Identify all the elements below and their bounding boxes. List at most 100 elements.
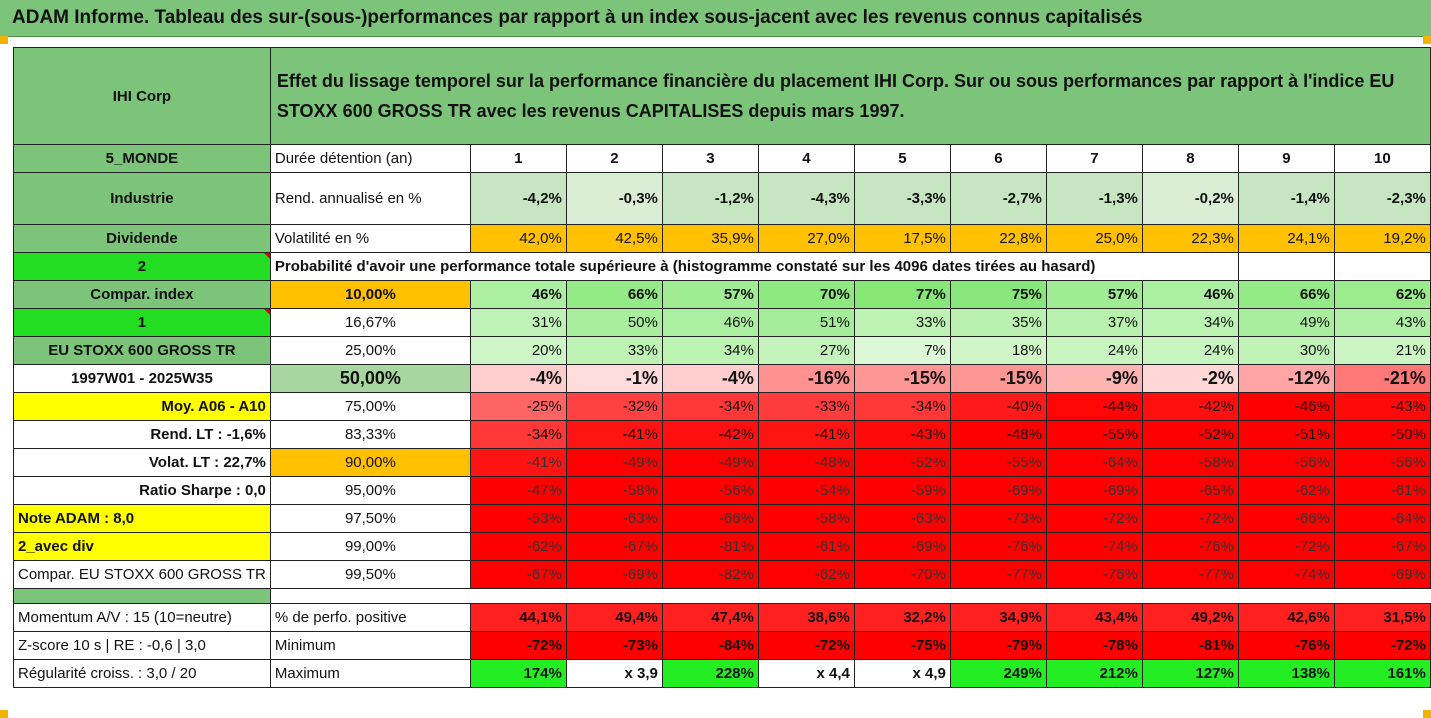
quantile-cell: -54%: [757, 476, 855, 505]
minimum-cell: -81%: [1141, 631, 1239, 660]
quantile-label: 25,00%: [269, 336, 471, 365]
quantile-cell: -50%: [1333, 420, 1431, 449]
quantile-cell: -67%: [469, 560, 567, 589]
quantile-cell: 34%: [661, 336, 759, 365]
quantile-cell: 31%: [469, 308, 567, 337]
quantile-cell: 30%: [1237, 336, 1335, 365]
quantile-cell: -15%: [853, 364, 951, 393]
quantile-cell: -51%: [1237, 420, 1335, 449]
quantile-cell: 33%: [853, 308, 951, 337]
positive-cell: 49,2%: [1141, 603, 1239, 632]
quantile-cell: -72%: [1141, 504, 1239, 533]
quantile-cell: -46%: [1237, 392, 1335, 421]
company-name: IHI Corp: [13, 47, 271, 145]
year-header: 5: [853, 144, 951, 173]
minimum-cell: -84%: [661, 631, 759, 660]
quantile-cell: -49%: [661, 448, 759, 477]
quantile-cell: 24%: [1141, 336, 1239, 365]
positive-cell: 31,5%: [1333, 603, 1431, 632]
quantile-cell: -43%: [1333, 392, 1431, 421]
quantile-cell: -56%: [661, 476, 759, 505]
corner-marker: [0, 710, 8, 718]
minimum-cell: -75%: [853, 631, 951, 660]
quantile-cell: 21%: [1333, 336, 1431, 365]
quantile-cell: -72%: [1237, 532, 1335, 561]
quantile-cell: -34%: [469, 420, 567, 449]
year-header: 6: [949, 144, 1047, 173]
quantile-cell: 7%: [853, 336, 951, 365]
quantile-cell: -76%: [1141, 532, 1239, 561]
quantile-cell: -82%: [661, 560, 759, 589]
quantile-cell: -12%: [1237, 364, 1335, 393]
vol-cell: 42,0%: [469, 224, 567, 253]
year-header: 4: [757, 144, 855, 173]
quantile-row: Rend. LT : -1,6% 83,33% -34% -41% -42% -41% -4…: [13, 420, 1431, 449]
vol-cell: 22,8%: [949, 224, 1047, 253]
quantile-cell: -63%: [565, 504, 663, 533]
quantile-cell: -74%: [1045, 532, 1143, 561]
maximum-cell: x 3,9: [565, 659, 663, 688]
sector-label: Industrie: [13, 172, 271, 225]
quantile-cell: -52%: [1141, 420, 1239, 449]
minimum-cell: -72%: [757, 631, 855, 660]
quantile-cell: 57%: [661, 280, 759, 309]
quantile-cell: -67%: [565, 532, 663, 561]
quantile-label: 83,33%: [269, 420, 471, 449]
quantile-cell: 75%: [949, 280, 1047, 309]
quantile-label: 95,00%: [269, 476, 471, 505]
quantile-cell: -16%: [757, 364, 855, 393]
positive-cell: 44,1%: [469, 603, 567, 632]
quantile-cell: 46%: [661, 308, 759, 337]
duree-label: Durée détention (an): [269, 144, 471, 173]
quantile-cell: -69%: [853, 532, 951, 561]
maximum-cell: 249%: [949, 659, 1047, 688]
quantile-cell: -69%: [1333, 560, 1431, 589]
year-header: 9: [1237, 144, 1335, 173]
quantile-cell: -32%: [565, 392, 663, 421]
quantile-cell: -59%: [853, 476, 951, 505]
corner-marker: [0, 36, 8, 44]
year-header: 2: [565, 144, 663, 173]
quantile-cell: -69%: [949, 476, 1047, 505]
rend-cell: -4,3%: [757, 172, 855, 225]
maximum-cell: 228%: [661, 659, 759, 688]
compar-label: Compar. index: [13, 280, 271, 309]
quantile-cell: -58%: [1141, 448, 1239, 477]
quantile-cell: -52%: [853, 448, 951, 477]
quantile-label: 97,50%: [269, 504, 471, 533]
rend-cell: -1,2%: [661, 172, 759, 225]
regularite-label: Régularité croiss. : 3,0 / 20: [13, 659, 271, 688]
quantile-row: Note ADAM : 8,0 97,50% -53% -63% -66% -58% -63…: [13, 504, 1431, 533]
rend-cell: -0,2%: [1141, 172, 1239, 225]
selector-dropdown[interactable]: 1: [13, 308, 271, 337]
report-title: ADAM Informe. Tableau des sur-(sous-)per…: [12, 7, 1143, 28]
avec-div-label: 2_avec div: [13, 532, 271, 561]
quantile-cell: -48%: [949, 420, 1047, 449]
vol-cell: 27,0%: [757, 224, 855, 253]
quantile-cell: -9%: [1045, 364, 1143, 393]
positive-cell: 38,6%: [757, 603, 855, 632]
quantile-cell: 24%: [1045, 336, 1143, 365]
quantile-cell: -33%: [757, 392, 855, 421]
quantile-label: 10,00%: [269, 280, 471, 309]
quantile-label: 75,00%: [269, 392, 471, 421]
quantile-row: Compar. EU STOXX 600 GROSS TR 99,50% -67% -…: [13, 560, 1431, 589]
selector-dropdown[interactable]: 2: [13, 252, 271, 281]
years-row: 5_MONDE Durée détention (an) 1 2 3 4 5 6 7 8 9 10: [13, 144, 1431, 173]
quantile-cell: -58%: [565, 476, 663, 505]
quantile-row: 2_avec div 99,00% -62% -67% -81% -61% -69% -76%…: [13, 532, 1431, 561]
quantile-cell: 27%: [757, 336, 855, 365]
quantile-cell: -34%: [853, 392, 951, 421]
quantile-row: EU STOXX 600 GROSS TR 25,00% 20% 33% 34% 27% 7…: [13, 336, 1431, 365]
quantile-label: 99,50%: [269, 560, 471, 589]
performance-table: IHI Corp Effet du lissage temporel sur l…: [13, 47, 1431, 688]
quantile-label: 50,00%: [269, 364, 471, 393]
quantile-cell: -69%: [565, 560, 663, 589]
quantile-cell: 37%: [1045, 308, 1143, 337]
vol-row: Dividende Volatilité en % 42,0% 42,5% 35,9…: [13, 224, 1431, 253]
quantile-cell: -41%: [469, 448, 567, 477]
quantile-cell: 34%: [1141, 308, 1239, 337]
quantile-cell: -62%: [757, 560, 855, 589]
quantile-cell: -40%: [949, 392, 1047, 421]
note-label: Note ADAM : 8,0: [13, 504, 271, 533]
